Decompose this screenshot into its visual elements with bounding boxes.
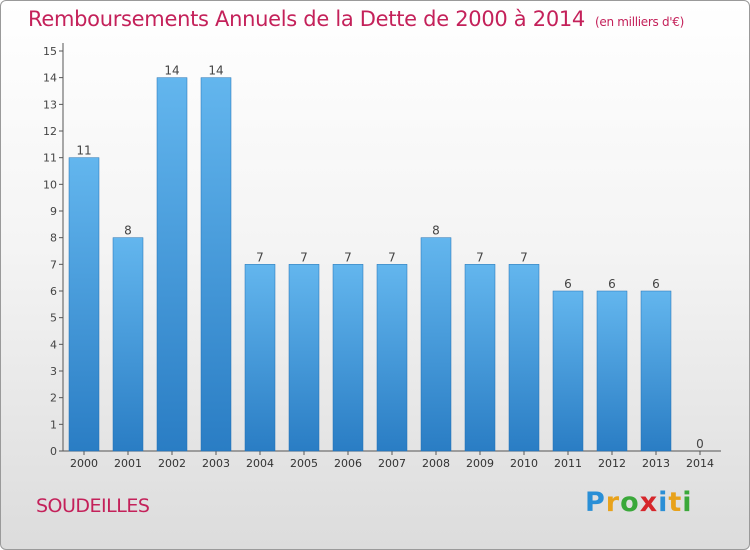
- logo-letter: x: [639, 487, 659, 518]
- bars: [68, 77, 672, 452]
- x-tick-label: 2014: [686, 457, 714, 470]
- x-tick-label: 2004: [246, 457, 274, 470]
- proxiti-logo[interactable]: Proxiti: [585, 487, 693, 518]
- data-label-2008: 8: [432, 224, 440, 238]
- data-label-2000: 11: [76, 144, 91, 158]
- x-tick-label: 2013: [642, 457, 670, 470]
- bar-2010: [508, 264, 540, 452]
- x-tick-label: 2001: [114, 457, 142, 470]
- bar-2004: [244, 264, 276, 452]
- y-tick-label: 10: [43, 178, 57, 191]
- logo-letter: o: [620, 487, 640, 518]
- title-text: Remboursements Annuels de la Dette de 20…: [28, 7, 585, 31]
- data-label-2003: 14: [208, 64, 223, 78]
- logo-letter: r: [605, 487, 621, 518]
- data-labels: 11 8 14 14 7 7 7 7 8 7 7 6 6 6 0: [76, 64, 703, 451]
- y-tick-label: 12: [43, 125, 57, 138]
- data-label-2001: 8: [124, 224, 132, 238]
- bar-2000: [68, 157, 100, 452]
- y-tick-label: 13: [43, 98, 57, 111]
- title-unit: (en milliers d'€): [595, 15, 685, 29]
- bar-2008: [420, 237, 452, 452]
- x-tick-label: 2009: [466, 457, 494, 470]
- bar-2011: [552, 290, 584, 452]
- data-label-2014: 0: [696, 437, 704, 451]
- y-tick-label: 8: [50, 232, 57, 245]
- y-tick-label: 4: [50, 338, 57, 351]
- data-label-2007: 7: [388, 250, 396, 264]
- x-tick-label: 2005: [290, 457, 318, 470]
- x-tick-label: 2003: [202, 457, 230, 470]
- x-tick-label: 2012: [598, 457, 626, 470]
- bar-2012: [596, 290, 628, 452]
- data-label-2011: 6: [564, 277, 572, 291]
- bar-2006: [332, 264, 364, 452]
- logo-letter: i: [658, 487, 669, 518]
- x-tick-label: 2010: [510, 457, 538, 470]
- y-tick-label: 2: [50, 392, 57, 405]
- data-label-2002: 14: [164, 64, 179, 78]
- y-tick-label: 6: [50, 285, 57, 298]
- logo-letter: i: [682, 487, 693, 518]
- bar-2013: [640, 290, 672, 452]
- bar-2009: [464, 264, 496, 452]
- data-label-2012: 6: [608, 277, 616, 291]
- bar-2002: [156, 77, 188, 452]
- data-label-2006: 7: [344, 250, 352, 264]
- y-tick-label: 9: [50, 205, 57, 218]
- commune-name: SOUDEILLES: [36, 495, 150, 517]
- logo-letter: P: [585, 487, 606, 518]
- y-tick-label: 14: [43, 72, 57, 85]
- x-tick-label: 2002: [158, 457, 186, 470]
- data-label-2005: 7: [300, 250, 308, 264]
- y-tick-label: 1: [50, 418, 57, 431]
- x-tick-label: 2006: [334, 457, 362, 470]
- bar-2007: [376, 264, 408, 452]
- y-tick-label: 11: [43, 152, 57, 165]
- data-label-2004: 7: [256, 250, 264, 264]
- data-label-2010: 7: [520, 250, 528, 264]
- y-tick-label: 15: [43, 45, 57, 58]
- y-tick-label: 5: [50, 312, 57, 325]
- bar-2005: [288, 264, 320, 452]
- y-tick-label: 0: [50, 445, 57, 458]
- y-tick-label: 3: [50, 365, 57, 378]
- logo-letter: t: [668, 487, 683, 518]
- x-tick-label: 2011: [554, 457, 582, 470]
- x-tick-label: 2000: [70, 457, 98, 470]
- x-tick-label: 2007: [378, 457, 406, 470]
- data-label-2013: 6: [652, 277, 660, 291]
- bar-2001: [112, 237, 144, 452]
- bar-2003: [200, 77, 232, 452]
- x-tick-label: 2008: [422, 457, 450, 470]
- chart-title: Remboursements Annuels de la Dette de 20…: [28, 7, 684, 31]
- y-tick-label: 7: [50, 258, 57, 271]
- data-label-2009: 7: [476, 250, 484, 264]
